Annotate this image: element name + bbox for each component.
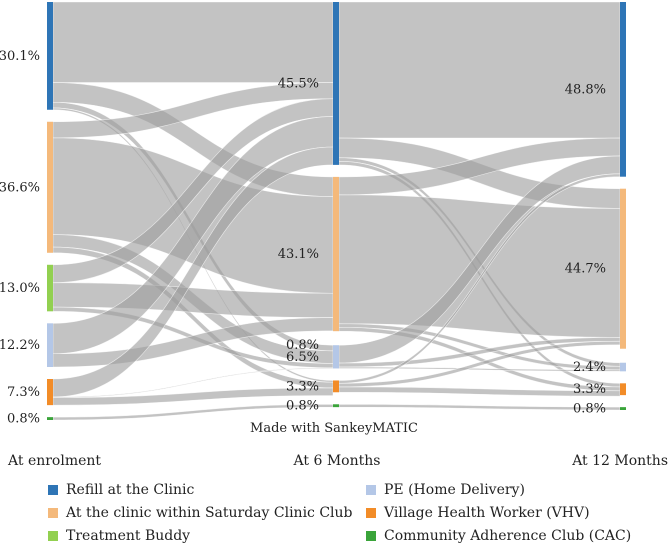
legend-item-saturday-club: At the clinic within Saturday Clinic Clu… [48,505,353,521]
value-label-refill-stage-2: 48.8% [565,82,606,97]
legend-label: Community Adherence Club (CAC) [384,528,632,544]
labels-layer: 30.1% 36.6% 13.0% 12.2% 7.3% 0.8% 45.5% 43.1% 6.… [0,49,606,427]
legend-item-refill: Refill at the Clinic [48,482,194,498]
node-refill-stage-0 [47,2,53,110]
value-label-buddy-stage-1: 0.8% [286,338,319,353]
legend-label: Village Health Worker (VHV) [384,505,590,521]
nodes-layer [47,2,626,420]
value-label-cac-stage-1: 0.8% [286,399,319,414]
legend-swatch [48,531,58,541]
value-label-sat-stage-1: 43.1% [278,247,319,262]
stage-label-enrolment: At enrolment [7,453,101,469]
value-label-pe-stage-1: 6.5% [286,350,319,365]
legend-swatch [48,508,58,518]
node-refill-stage-1 [333,2,339,165]
legend-swatch [366,531,376,541]
value-label-pe-stage-0: 12.2% [0,338,40,353]
flow-refill-to-refill [338,1,621,139]
node-cac-stage-1 [333,404,339,408]
legend-label: Refill at the Clinic [66,482,195,498]
legend-item-treatment-buddy: Treatment Buddy [48,528,190,544]
node-sat-stage-1 [333,176,339,332]
flow-vhv-to-pe [52,367,334,398]
value-label-cac-stage-2: 0.8% [573,402,606,417]
value-label-cac-stage-0: 0.8% [7,412,40,427]
node-pe-stage-2 [620,362,626,372]
node-refill-stage-2 [620,2,626,177]
node-cac-stage-0 [47,417,53,420]
value-label-vhv-stage-1: 3.3% [286,379,319,394]
legend-label: Treatment Buddy [66,528,191,544]
value-label-pe-stage-2: 2.4% [573,360,606,375]
value-label-refill-stage-0: 30.1% [0,49,40,64]
value-label-sat-stage-0: 36.6% [0,180,40,195]
legend-item-pe: PE (Home Delivery) [366,482,525,498]
value-label-vhv-stage-0: 7.3% [7,385,40,400]
flow-vhv-to-vhv [52,387,334,406]
node-buddy-stage-0 [47,264,53,312]
node-vhv-stage-0 [47,379,53,406]
legend-item-vhv: Village Health Worker (VHV) [366,505,590,521]
node-vhv-stage-2 [620,383,626,396]
legend-swatch [48,485,58,495]
value-label-buddy-stage-0: 13.0% [0,281,40,296]
legend-label: At the clinic within Saturday Clinic Clu… [66,505,353,521]
legend-label: PE (Home Delivery) [384,482,525,498]
value-label-vhv-stage-2: 3.3% [573,382,606,397]
value-label-refill-stage-1: 45.5% [278,76,319,91]
node-pe-stage-1 [333,345,339,369]
legend-swatch [366,508,376,518]
node-sat-stage-0 [47,121,53,253]
node-vhv-stage-1 [333,380,339,393]
node-sat-stage-2 [620,188,626,349]
legend-item-cac: Community Adherence Club (CAC) [366,528,631,544]
stage-label-12-months: At 12 Months [571,453,668,469]
flow-refill-to-refill [52,1,334,83]
legend-swatch [366,485,376,495]
node-pe-stage-0 [47,323,53,368]
value-label-sat-stage-2: 44.7% [565,262,606,277]
watermark-text: Made with SankeyMATIC [250,421,418,436]
node-cac-stage-2 [620,407,626,410]
stage-label-6-months: At 6 Months [293,453,381,469]
flow-vhv-to-vhv [338,386,621,397]
